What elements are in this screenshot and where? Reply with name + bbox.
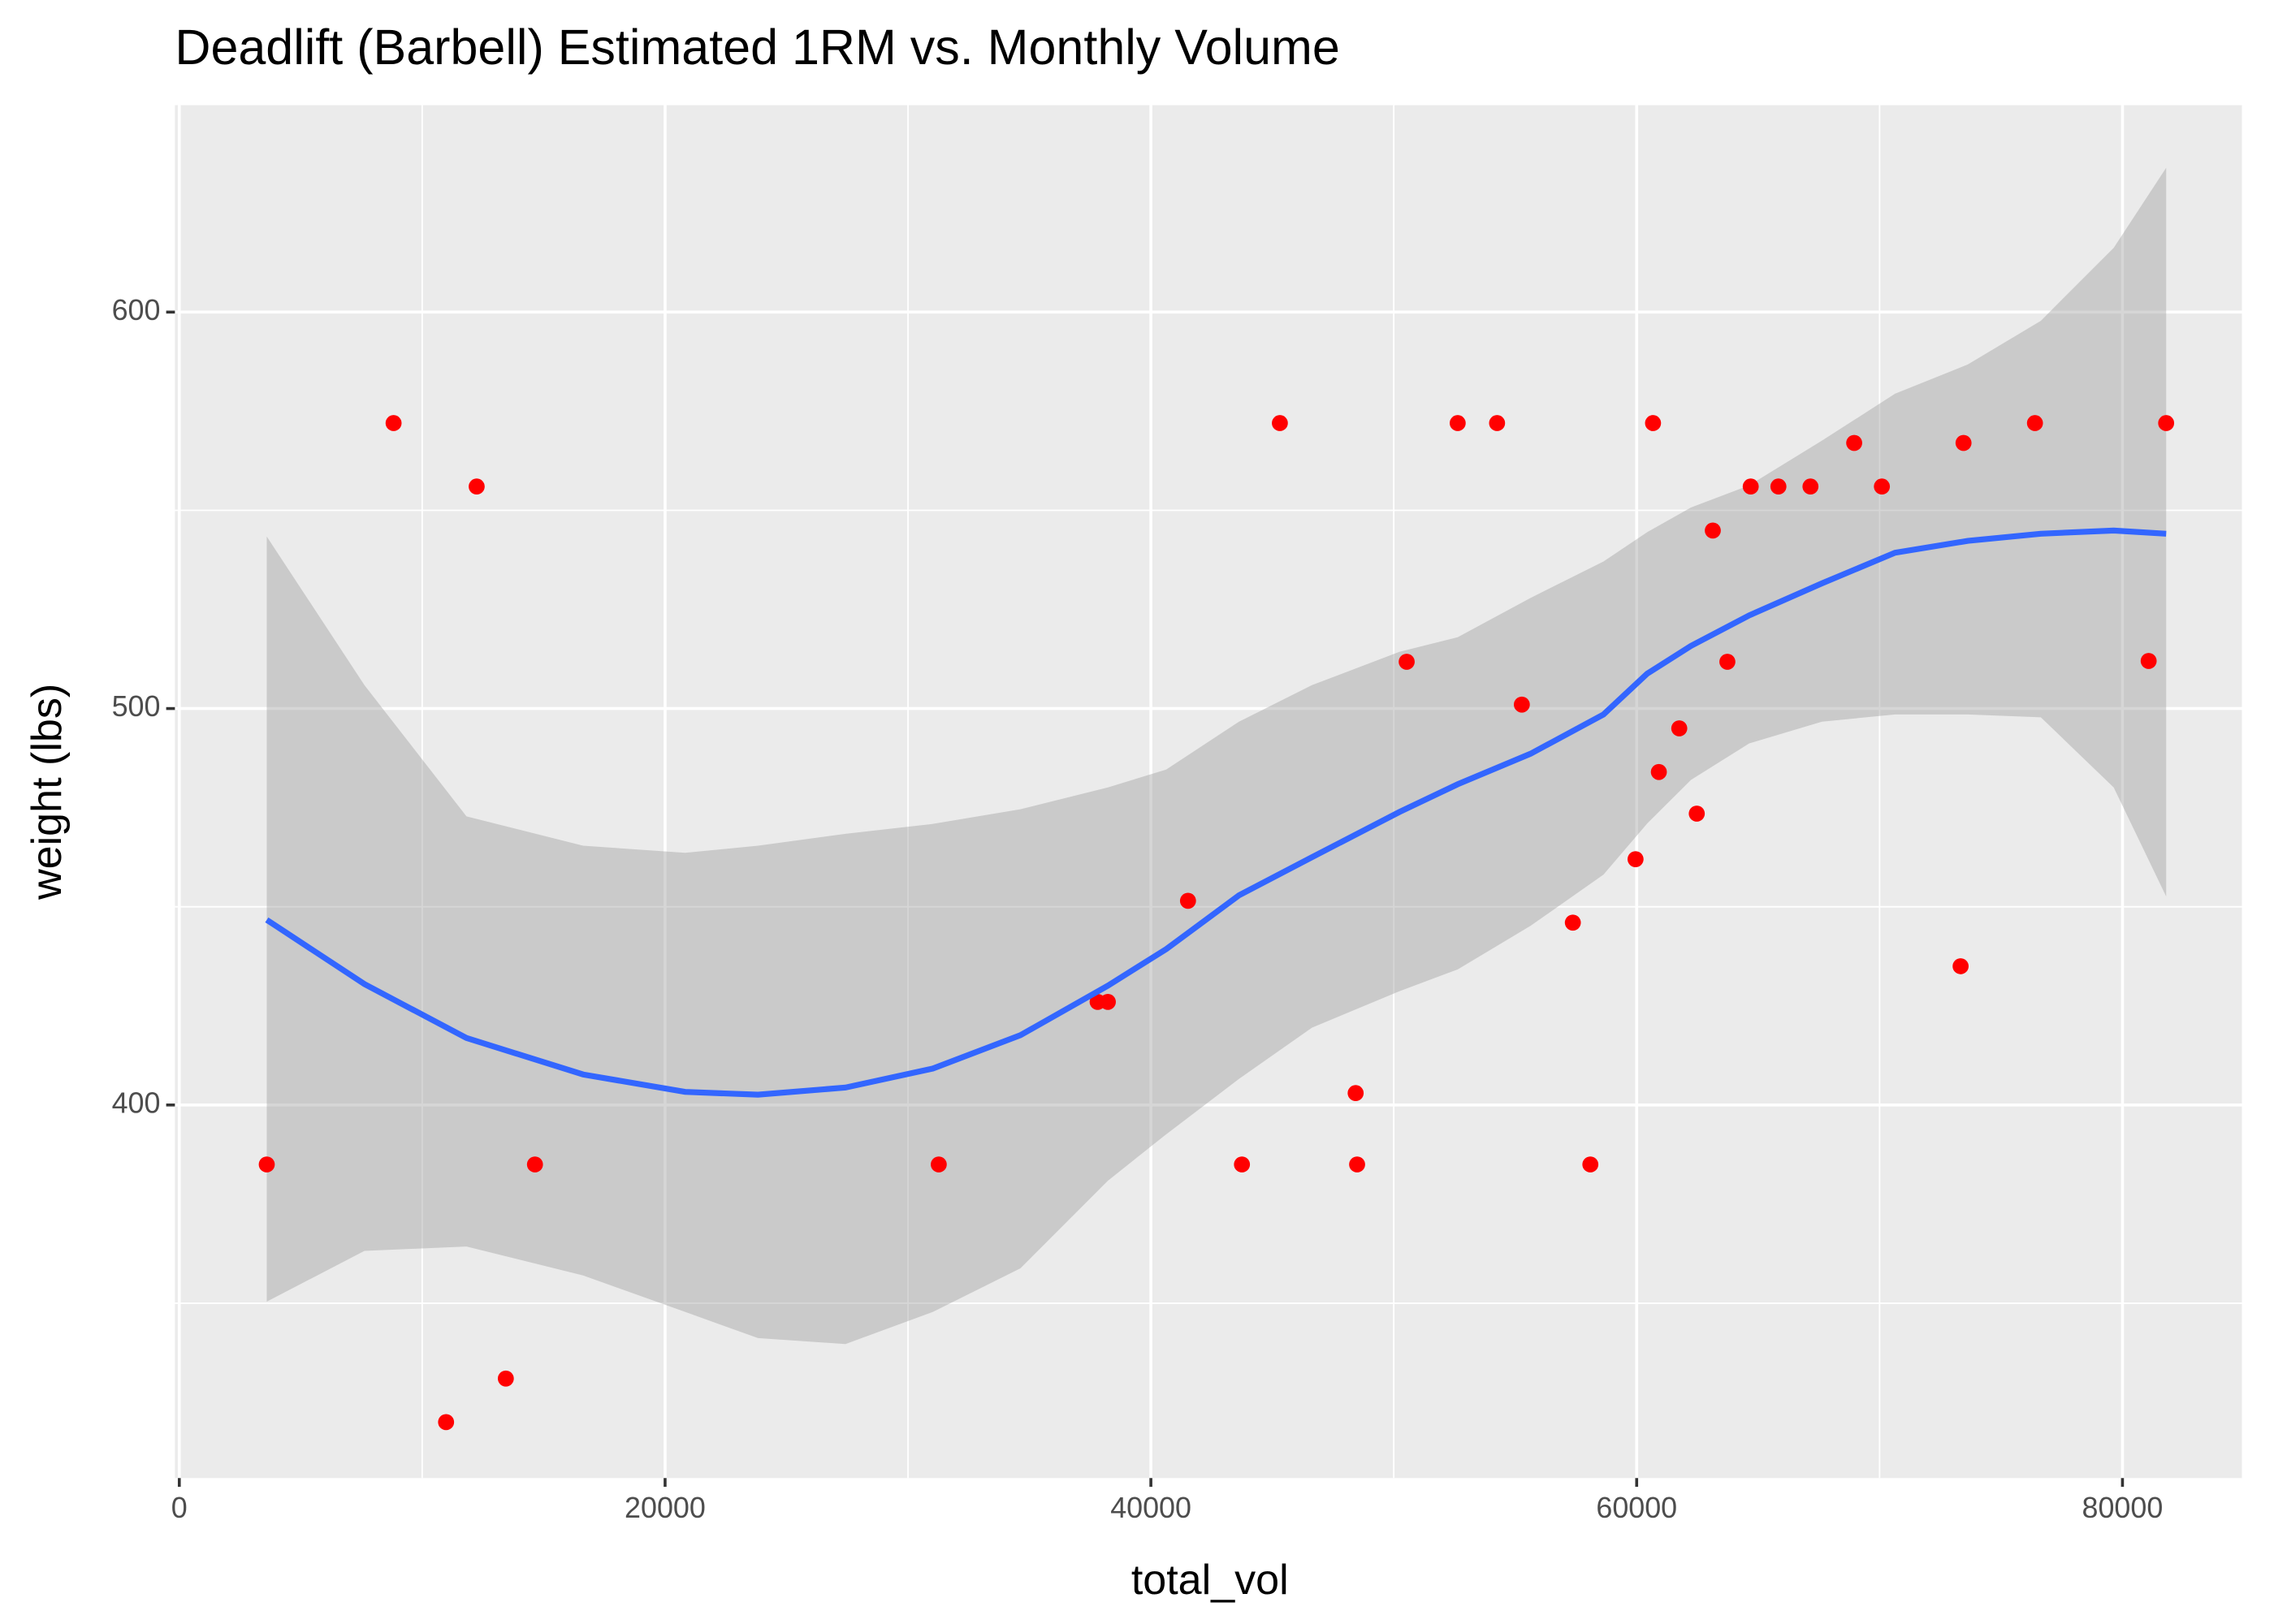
- x-tick-label: 0: [171, 1492, 188, 1524]
- x-tick-label: 80000: [2082, 1492, 2164, 1524]
- point: [1671, 720, 1688, 736]
- point: [1489, 415, 1506, 431]
- point: [1272, 415, 1288, 431]
- x-tick-label: 40000: [1110, 1492, 1191, 1524]
- point: [1874, 478, 1891, 495]
- point: [1234, 1156, 1251, 1173]
- point: [1955, 434, 1972, 451]
- point: [2158, 415, 2175, 431]
- smooth-line: [265, 527, 2167, 1098]
- point: [526, 1156, 543, 1173]
- point: [1802, 478, 1819, 495]
- point: [1513, 696, 1530, 713]
- x-tick-label: 60000: [1596, 1492, 1677, 1524]
- point: [1770, 478, 1787, 495]
- point: [1688, 806, 1706, 822]
- point: [1952, 958, 1969, 974]
- point: [2140, 653, 2157, 669]
- point: [385, 415, 402, 431]
- point: [1349, 1156, 1365, 1173]
- point: [1399, 654, 1415, 670]
- chart-title: Deadlift (Barbell) Estimated 1RM vs. Mon…: [175, 19, 1339, 75]
- point: [258, 1156, 275, 1173]
- point: [1627, 851, 1644, 867]
- point: [1705, 522, 1721, 539]
- panel: [175, 105, 2242, 1479]
- point: [1100, 994, 1116, 1010]
- point: [438, 1414, 455, 1431]
- point: [2026, 415, 2043, 431]
- point: [931, 1156, 947, 1173]
- point: [497, 1370, 514, 1387]
- point: [1742, 478, 1759, 495]
- point: [1449, 415, 1466, 431]
- confidence-band: [266, 167, 2167, 1345]
- point: [1650, 763, 1667, 780]
- y-tick-label: 400: [112, 1086, 161, 1119]
- y-axis-title: weight (lbs): [24, 684, 71, 901]
- point: [1564, 914, 1581, 931]
- point: [469, 478, 485, 495]
- point: [1645, 415, 1662, 431]
- x-axis-title: total_vol: [1131, 1557, 1289, 1604]
- point: [1719, 654, 1736, 670]
- y-tick-label: 500: [112, 690, 161, 723]
- point: [1846, 434, 1862, 451]
- x-tick-label: 20000: [625, 1492, 706, 1524]
- point: [1582, 1156, 1599, 1173]
- y-tick-label: 600: [112, 294, 161, 326]
- point: [1179, 892, 1196, 909]
- point: [1347, 1085, 1364, 1102]
